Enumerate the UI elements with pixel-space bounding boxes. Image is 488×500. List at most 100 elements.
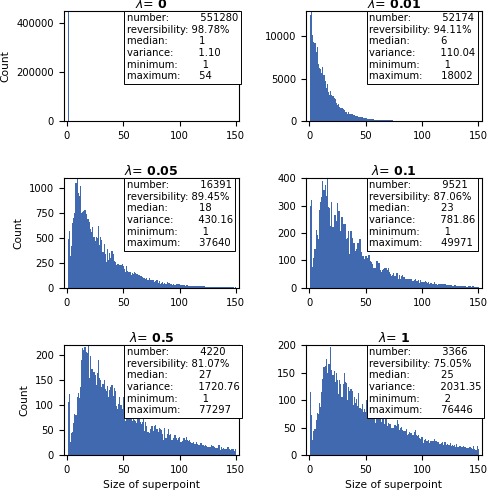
Bar: [79, 196, 80, 288]
Bar: [422, 282, 423, 288]
Bar: [360, 409, 361, 455]
Bar: [194, 444, 196, 455]
Bar: [431, 442, 432, 455]
Bar: [378, 120, 379, 121]
Bar: [439, 444, 440, 455]
Bar: [126, 266, 127, 288]
Bar: [198, 445, 199, 455]
Bar: [350, 389, 351, 455]
Bar: [471, 286, 472, 288]
Bar: [380, 272, 381, 288]
Bar: [471, 449, 472, 455]
Bar: [398, 274, 399, 288]
Bar: [434, 441, 435, 455]
Bar: [454, 285, 455, 288]
Bar: [374, 423, 376, 455]
Title: $\lambda$= $\bf{0.01}$: $\lambda$= $\bf{0.01}$: [366, 0, 420, 11]
Bar: [468, 447, 469, 455]
Bar: [363, 118, 365, 121]
Bar: [413, 432, 414, 455]
Bar: [324, 186, 325, 288]
Bar: [186, 286, 187, 288]
Bar: [453, 286, 454, 288]
Bar: [454, 448, 455, 455]
Bar: [316, 48, 317, 121]
Bar: [395, 273, 396, 288]
Bar: [123, 406, 125, 455]
Bar: [411, 281, 413, 288]
Bar: [72, 224, 73, 288]
Bar: [112, 254, 113, 288]
Bar: [220, 448, 222, 455]
Bar: [458, 286, 459, 288]
Bar: [171, 440, 172, 455]
Bar: [207, 448, 208, 455]
Bar: [113, 388, 115, 455]
Bar: [374, 268, 376, 288]
Bar: [324, 366, 325, 455]
Bar: [136, 424, 137, 455]
Bar: [343, 110, 344, 121]
Bar: [476, 446, 477, 455]
Bar: [366, 118, 368, 121]
Bar: [138, 275, 139, 288]
Bar: [142, 278, 144, 288]
Bar: [166, 282, 167, 288]
Bar: [425, 442, 426, 455]
Bar: [432, 440, 433, 455]
Bar: [218, 446, 219, 455]
Bar: [82, 212, 83, 288]
Bar: [119, 265, 120, 288]
Bar: [90, 230, 91, 288]
Bar: [205, 286, 207, 288]
Bar: [211, 287, 212, 288]
Bar: [423, 282, 424, 288]
Bar: [155, 281, 156, 288]
Bar: [461, 448, 462, 455]
Bar: [343, 224, 344, 288]
Bar: [347, 112, 348, 121]
Bar: [311, 36, 313, 121]
Bar: [341, 218, 342, 288]
Bar: [165, 438, 166, 455]
Bar: [348, 390, 350, 455]
Bar: [101, 388, 102, 455]
Bar: [458, 446, 459, 455]
Bar: [324, 81, 325, 121]
Bar: [74, 414, 75, 455]
Bar: [322, 181, 323, 288]
Bar: [380, 120, 381, 121]
Bar: [341, 396, 342, 455]
Bar: [179, 436, 180, 455]
Bar: [84, 210, 85, 288]
Bar: [402, 430, 403, 455]
Bar: [157, 282, 159, 288]
Bar: [332, 227, 333, 288]
Bar: [320, 202, 321, 288]
Text: number:          551280
reversibility: 98.78%
median:          1
variance:      : number: 551280 reversibility: 98.78% med…: [126, 13, 238, 81]
Bar: [336, 202, 337, 288]
Bar: [441, 284, 442, 288]
Bar: [129, 272, 130, 288]
Bar: [83, 212, 84, 288]
Bar: [333, 98, 334, 121]
Bar: [352, 405, 353, 455]
Bar: [100, 238, 101, 288]
Bar: [377, 263, 378, 288]
Bar: [67, 402, 68, 455]
Bar: [371, 264, 372, 288]
Bar: [318, 210, 320, 288]
Bar: [435, 284, 436, 288]
Bar: [409, 432, 410, 455]
Bar: [365, 118, 366, 121]
Bar: [139, 422, 141, 455]
Bar: [342, 384, 343, 455]
Bar: [218, 287, 219, 288]
Bar: [378, 262, 379, 288]
Bar: [156, 280, 157, 288]
Bar: [117, 408, 118, 455]
Bar: [109, 252, 110, 288]
Bar: [202, 446, 203, 455]
Bar: [201, 446, 202, 455]
Bar: [385, 268, 386, 288]
